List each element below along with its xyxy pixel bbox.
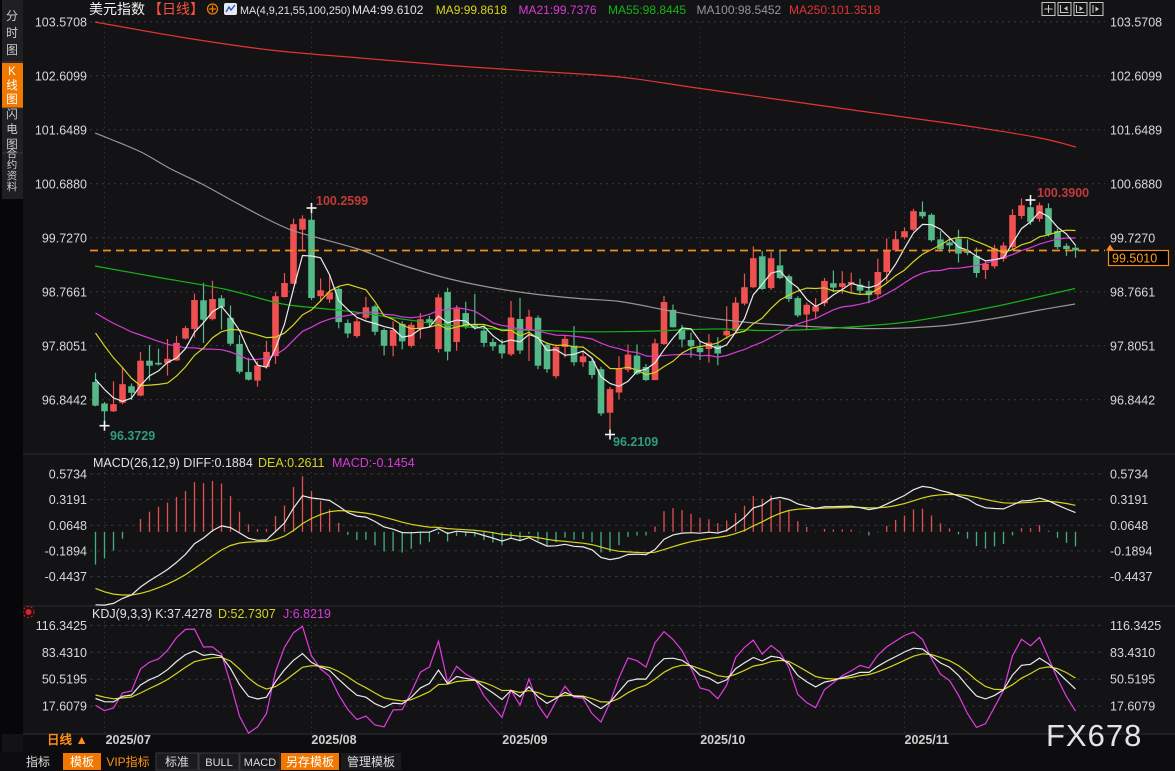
svg-text:17.6079: 17.6079 xyxy=(1110,700,1155,714)
svg-text:0.0648: 0.0648 xyxy=(1110,519,1148,533)
svg-text:美元指数: 美元指数 xyxy=(89,1,145,17)
svg-text:83.4310: 83.4310 xyxy=(1110,646,1155,660)
svg-text:模板: 模板 xyxy=(70,755,94,769)
svg-text:-0.4437: -0.4437 xyxy=(1110,570,1152,584)
svg-text:2025/08: 2025/08 xyxy=(311,733,356,747)
svg-text:99.7270: 99.7270 xyxy=(42,231,87,245)
svg-text:0.5734: 0.5734 xyxy=(49,467,87,481)
svg-text:料: 料 xyxy=(7,180,18,193)
svg-text:日线 ▲: 日线 ▲ xyxy=(47,732,88,747)
svg-text:MA250:101.3518: MA250:101.3518 xyxy=(789,3,881,17)
svg-text:MA4:99.6102: MA4:99.6102 xyxy=(352,3,424,17)
svg-text:图: 图 xyxy=(6,93,18,106)
svg-text:83.4310: 83.4310 xyxy=(42,646,87,660)
svg-text:资: 资 xyxy=(7,170,18,182)
svg-text:【日线】: 【日线】 xyxy=(148,1,204,17)
svg-text:D:52.7307: D:52.7307 xyxy=(218,607,276,621)
svg-text:101.6489: 101.6489 xyxy=(35,123,87,137)
svg-text:标准: 标准 xyxy=(165,755,189,769)
svg-text:96.8442: 96.8442 xyxy=(42,393,87,407)
svg-text:101.6489: 101.6489 xyxy=(1110,123,1162,137)
svg-text:MA9:99.8618: MA9:99.8618 xyxy=(436,3,508,17)
svg-text:2025/10: 2025/10 xyxy=(700,733,745,747)
svg-text:K: K xyxy=(8,66,16,78)
svg-text:100.2599: 100.2599 xyxy=(316,194,368,208)
svg-text:100.3900: 100.3900 xyxy=(1037,186,1089,200)
svg-text:MA(4,9,21,55,100,250): MA(4,9,21,55,100,250) xyxy=(240,5,350,17)
svg-text:图: 图 xyxy=(6,138,18,151)
svg-text:分: 分 xyxy=(6,9,18,23)
svg-text:2025/11: 2025/11 xyxy=(905,733,950,747)
svg-text:KDJ(9,3,3) K:37.4278: KDJ(9,3,3) K:37.4278 xyxy=(92,607,212,621)
svg-text:99.7270: 99.7270 xyxy=(1110,231,1155,245)
svg-text:MA100:98.5452: MA100:98.5452 xyxy=(697,3,782,17)
svg-text:MACD:-0.1454: MACD:-0.1454 xyxy=(332,456,415,470)
svg-text:管理模板: 管理模板 xyxy=(347,754,395,769)
svg-text:MA21:99.7376: MA21:99.7376 xyxy=(519,3,597,17)
svg-text:50.5195: 50.5195 xyxy=(1110,673,1155,687)
svg-text:103.5708: 103.5708 xyxy=(1110,15,1162,29)
svg-text:98.7661: 98.7661 xyxy=(1110,285,1155,299)
svg-text:J:6.8219: J:6.8219 xyxy=(283,607,331,621)
svg-text:0.5734: 0.5734 xyxy=(1110,467,1148,481)
svg-text:97.8051: 97.8051 xyxy=(42,339,87,353)
svg-text:0.0648: 0.0648 xyxy=(49,519,87,533)
svg-text:116.3425: 116.3425 xyxy=(1110,619,1161,633)
svg-text:96.8442: 96.8442 xyxy=(1110,393,1155,407)
svg-text:103.5708: 103.5708 xyxy=(35,15,87,29)
svg-text:-0.1894: -0.1894 xyxy=(45,544,87,558)
svg-text:50.5195: 50.5195 xyxy=(42,673,87,687)
svg-text:闪: 闪 xyxy=(6,107,18,121)
svg-text:另存模板: 另存模板 xyxy=(286,755,334,769)
svg-text:116.3425: 116.3425 xyxy=(36,619,87,633)
svg-text:99.5010: 99.5010 xyxy=(1112,252,1157,266)
svg-text:合: 合 xyxy=(7,147,18,160)
svg-text:100.6880: 100.6880 xyxy=(35,177,87,191)
svg-text:100.6880: 100.6880 xyxy=(1110,177,1162,191)
svg-text:约: 约 xyxy=(7,158,18,171)
svg-text:MA55:98.8445: MA55:98.8445 xyxy=(608,3,686,17)
svg-text:17.6079: 17.6079 xyxy=(42,700,87,714)
svg-text:时: 时 xyxy=(6,26,18,40)
svg-text:2025/07: 2025/07 xyxy=(106,733,151,747)
svg-text:线: 线 xyxy=(6,78,18,92)
svg-text:VIP指标: VIP指标 xyxy=(106,754,149,769)
svg-text:MACD: MACD xyxy=(244,757,276,769)
svg-text:指标: 指标 xyxy=(26,754,50,769)
svg-text:102.6099: 102.6099 xyxy=(1110,69,1162,83)
svg-text:96.2109: 96.2109 xyxy=(613,435,658,449)
svg-text:BULL: BULL xyxy=(205,757,233,769)
svg-text:-0.1894: -0.1894 xyxy=(1110,544,1152,558)
svg-text:97.8051: 97.8051 xyxy=(1110,339,1155,353)
svg-text:0.3191: 0.3191 xyxy=(49,493,87,507)
svg-text:MACD(26,12,9) DIFF:0.1884: MACD(26,12,9) DIFF:0.1884 xyxy=(93,456,253,470)
svg-text:图: 图 xyxy=(6,43,18,57)
svg-text:98.7661: 98.7661 xyxy=(42,285,87,299)
svg-text:-0.4437: -0.4437 xyxy=(45,570,87,584)
svg-text:DEA:0.2611: DEA:0.2611 xyxy=(258,456,325,470)
svg-text:0.3191: 0.3191 xyxy=(1110,493,1148,507)
svg-text:FX678: FX678 xyxy=(1046,718,1142,753)
svg-text:102.6099: 102.6099 xyxy=(35,69,87,83)
svg-text:2025/09: 2025/09 xyxy=(502,733,547,747)
svg-text:电: 电 xyxy=(6,123,18,136)
svg-text:96.3729: 96.3729 xyxy=(110,429,155,443)
